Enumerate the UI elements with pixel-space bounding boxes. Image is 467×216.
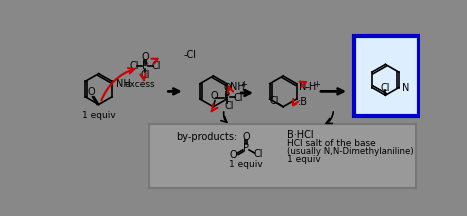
Text: Cl: Cl [234,92,243,103]
Text: –H: –H [304,82,317,92]
Text: Cl: Cl [254,149,263,159]
Text: 1 equiv: 1 equiv [82,111,115,120]
Text: O: O [242,132,250,142]
Text: N: N [299,82,306,92]
Text: O: O [142,52,149,62]
Text: NH: NH [116,79,131,89]
Text: N: N [402,83,409,92]
Text: NH: NH [230,82,245,92]
Text: Cl: Cl [381,83,390,92]
Text: :B: :B [298,97,308,107]
Text: B·HCl: B·HCl [287,130,314,140]
Text: by-products:: by-products: [176,132,237,142]
Text: excess: excess [124,80,155,89]
Text: P: P [243,143,249,152]
Text: O: O [88,87,96,97]
Text: P: P [142,61,148,71]
Text: (usually N,N-Dimethylaniline): (usually N,N-Dimethylaniline) [287,147,414,156]
Text: Cl: Cl [269,96,279,106]
FancyBboxPatch shape [149,124,416,188]
Text: +: + [314,80,320,89]
Text: 1 equiv: 1 equiv [229,160,263,169]
Text: O: O [230,149,237,159]
Text: Cl: Cl [151,61,161,71]
Text: Cl: Cl [141,70,150,80]
Text: +: + [240,80,247,89]
Text: P: P [224,91,230,101]
FancyBboxPatch shape [354,36,419,116]
Text: 1 equiv: 1 equiv [287,155,321,164]
Text: O: O [224,83,231,92]
Text: Cl: Cl [129,61,139,71]
Text: HCl salt of the base: HCl salt of the base [287,139,376,148]
Text: O: O [210,91,218,101]
Text: -Cl: -Cl [184,50,197,60]
Text: Cl: Cl [224,101,234,111]
